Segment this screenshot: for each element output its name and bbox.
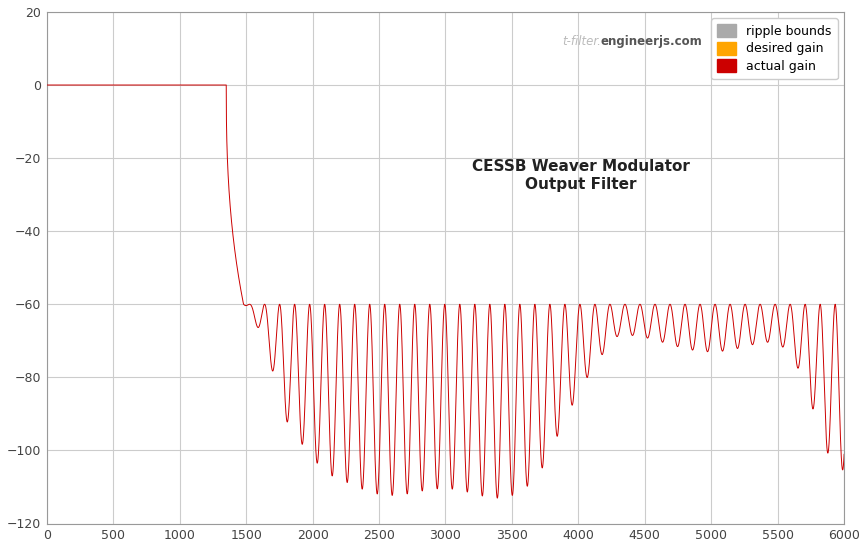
Text: CESSB Weaver Modulator
Output Filter: CESSB Weaver Modulator Output Filter (473, 159, 690, 192)
Text: engineerjs.com: engineerjs.com (601, 35, 703, 48)
Text: t-filter.: t-filter. (562, 35, 601, 48)
Legend: ripple bounds, desired gain, actual gain: ripple bounds, desired gain, actual gain (711, 18, 838, 79)
